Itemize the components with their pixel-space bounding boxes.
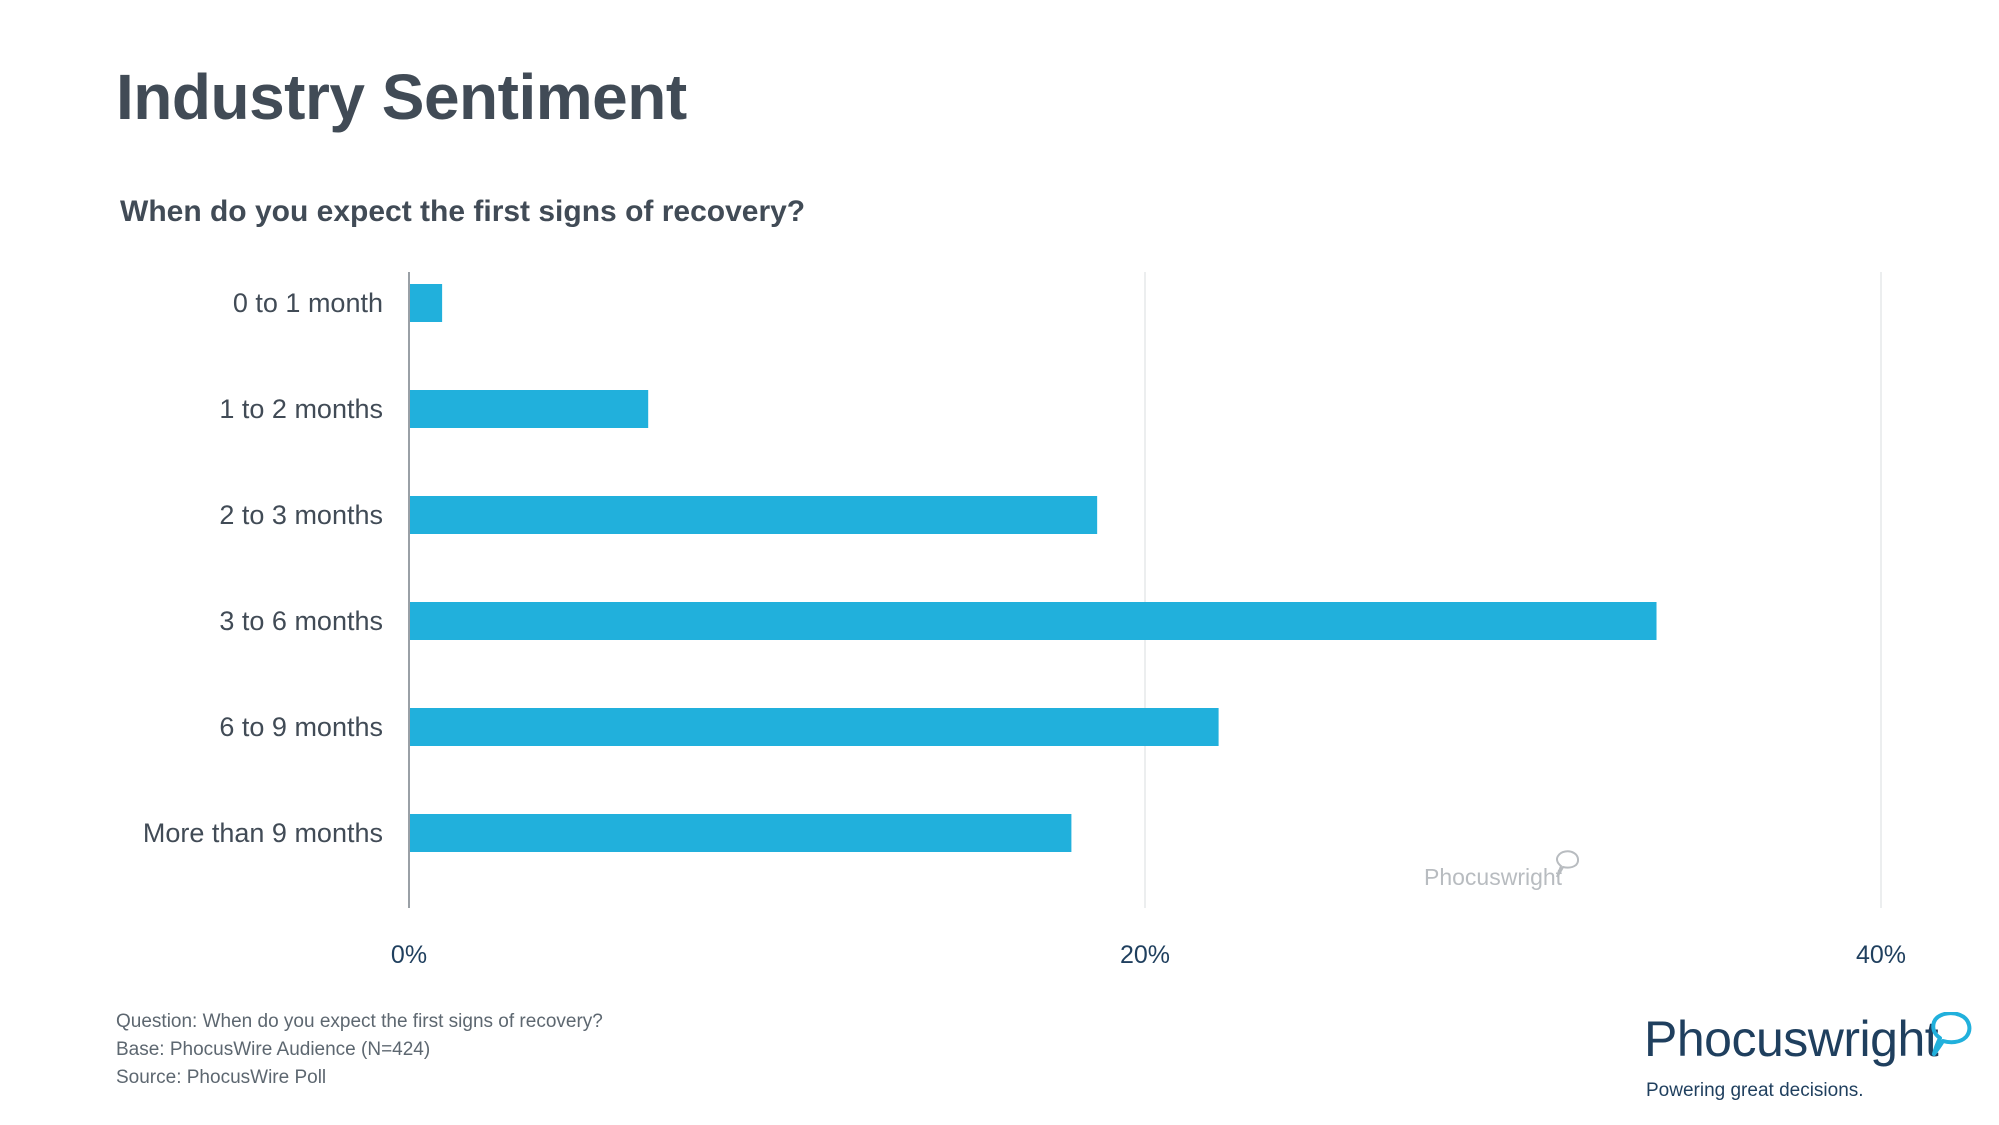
phocuswright-logo: Phocuswright Powering great decisions. xyxy=(1644,1010,1974,1110)
x-tick-label: 0% xyxy=(391,941,427,969)
x-tick-label: 20% xyxy=(1120,941,1170,969)
category-label: 6 to 9 months xyxy=(219,712,383,742)
footnotes: Question: When do you expect the first s… xyxy=(116,1008,603,1092)
bar xyxy=(409,284,443,322)
footnote-base: Base: PhocusWire Audience (N=424) xyxy=(116,1039,431,1060)
footnote-question: Question: When do you expect the first s… xyxy=(116,1011,603,1032)
brand-tagline: Powering great decisions. xyxy=(1646,1080,1864,1101)
chart-question: When do you expect the first signs of re… xyxy=(120,195,806,228)
bar xyxy=(409,496,1098,534)
watermark: Phocuswright xyxy=(1424,864,1563,890)
bar xyxy=(409,708,1219,746)
watermark-bubble-icon xyxy=(1556,850,1580,878)
category-label: 1 to 2 months xyxy=(219,394,383,424)
category-label: More than 9 months xyxy=(143,818,383,848)
bar-chart: 0 to 1 month 1 to 2 months 2 to 3 months 3 … xyxy=(143,272,1906,969)
category-label: 3 to 6 months xyxy=(219,606,383,636)
category-label: 2 to 3 months xyxy=(219,500,383,530)
footnote-source: Source: PhocusWire Poll xyxy=(116,1067,327,1088)
bar xyxy=(409,814,1072,852)
bar xyxy=(409,602,1657,640)
category-label: 0 to 1 month xyxy=(233,288,383,318)
bar xyxy=(409,390,649,428)
page-title: Industry Sentiment xyxy=(116,61,687,133)
speech-bubble-icon xyxy=(1931,1012,1972,1056)
brand-name: Phocuswright xyxy=(1644,1011,1939,1067)
x-tick-label: 40% xyxy=(1856,941,1906,969)
